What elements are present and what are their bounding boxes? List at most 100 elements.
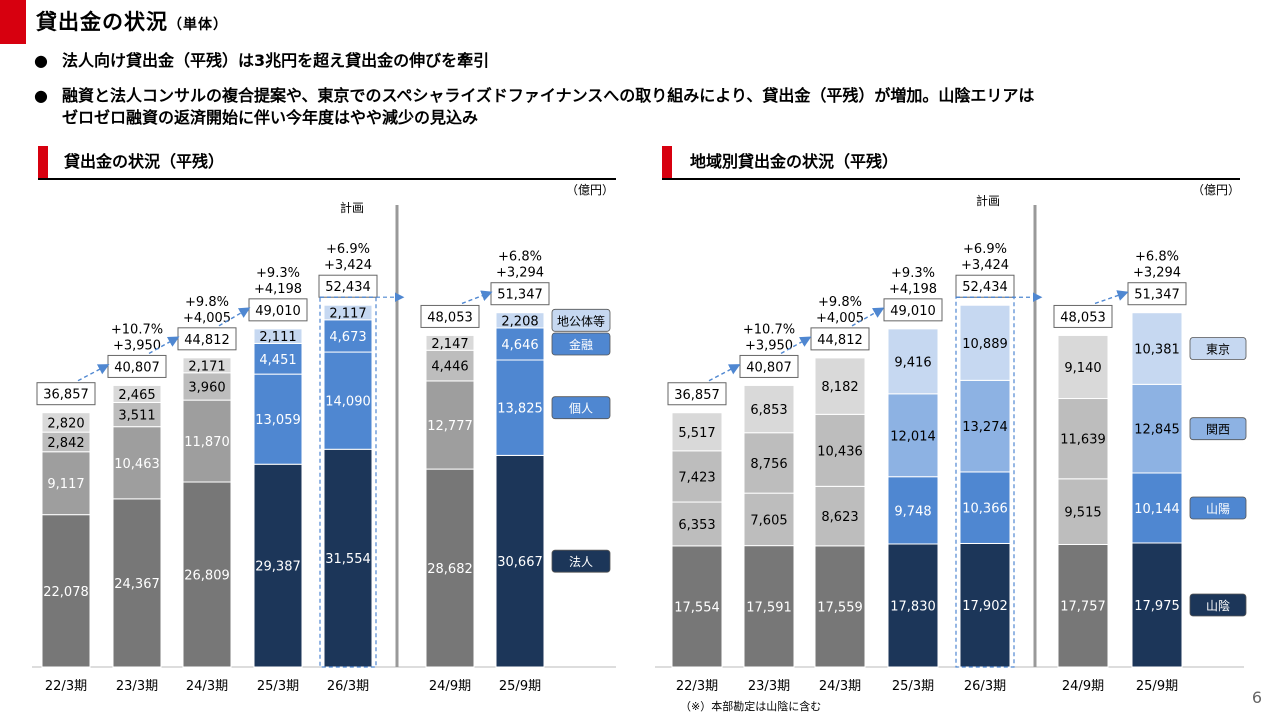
right-total-box: [667, 382, 727, 406]
left-growth-arrow: [218, 307, 251, 327]
left-bar-個人-25/3期: [253, 373, 303, 465]
right-growth-abs: +3,950: [745, 338, 793, 353]
right-growth-pct: +9.3%: [891, 266, 935, 281]
right-bar-東京-26/3期: [959, 304, 1011, 381]
right-legend-label: 関西: [1206, 423, 1230, 437]
right-growth-pct: +9.8%: [818, 295, 862, 310]
left-growth-abs: +4,198: [254, 282, 302, 297]
right-growth-pct: +10.7%: [743, 322, 795, 337]
left-bar-個人-24/9期: [425, 380, 475, 470]
right-value-label: 17,975: [1134, 599, 1180, 614]
right-value-label: 9,748: [894, 504, 931, 519]
right-growth-abs: +4,198: [889, 282, 937, 297]
left-value-label: 2,842: [47, 436, 84, 451]
left-value-label: 14,090: [325, 395, 371, 410]
left-total-label: 36,857: [43, 388, 89, 403]
left-growth-abs: +4,005: [183, 311, 231, 326]
left-value-label: 30,667: [497, 555, 543, 570]
left-growth-arrow: [461, 290, 493, 305]
left-growth-arrow: [77, 364, 110, 382]
left-plan-label: 計画: [340, 200, 364, 215]
right-bar-関西-24/3期: [814, 413, 866, 487]
right-bar-山陽-23/3期: [743, 492, 795, 547]
left-bar-地公体等-24/3期: [182, 357, 232, 374]
left-legend-label: 法人: [569, 555, 593, 569]
right-value-label: 12,014: [890, 429, 936, 444]
left-value-label: 26,809: [184, 569, 230, 584]
left-bar-金融-24/9期: [425, 349, 475, 382]
left-bar-法人-22/3期: [41, 514, 91, 668]
right-value-label: 11,639: [1060, 433, 1106, 448]
left-bar-金融-25/9期: [495, 327, 545, 361]
left-legend-label: 地公体等: [557, 314, 605, 328]
left-value-label: 4,673: [329, 330, 366, 345]
right-growth-arrow: [1094, 290, 1129, 305]
right-bar-東京-24/3期: [814, 357, 866, 415]
left-growth-abs: +3,294: [496, 266, 544, 281]
left-category-label: 22/3期: [45, 679, 87, 694]
right-value-label: 10,436: [817, 444, 863, 459]
left-category-label: 24/3期: [186, 679, 228, 694]
left-legend-地公体等: [551, 308, 611, 332]
right-value-label: 12,845: [1134, 423, 1180, 438]
left-value-label: 31,554: [325, 552, 371, 567]
right-growth-abs: +4,005: [816, 311, 864, 326]
right-category-label: 22/3期: [676, 679, 718, 694]
right-value-label: 10,381: [1134, 343, 1180, 358]
right-growth-abs: +3,294: [1133, 266, 1181, 281]
right-category-label: 25/3期: [892, 679, 934, 694]
left-bar-地公体等-24/9期: [425, 334, 475, 351]
left-bar-金融-26/3期: [323, 319, 373, 353]
right-value-label: 8,623: [821, 510, 858, 525]
right-growth-arrow: [851, 307, 885, 327]
bullet-2-text-cont: ゼロゼロ融資の返済開始に伴い今年度はやや減少の見込み: [62, 108, 479, 127]
left-legend-label: 個人: [569, 402, 593, 416]
right-bar-山陰-26/3期: [959, 542, 1011, 668]
right-bar-東京-24/9期: [1057, 334, 1109, 400]
right-value-label: 6,353: [678, 518, 715, 533]
left-total-label: 49,010: [255, 304, 301, 319]
right-category-label: 23/3期: [748, 679, 790, 694]
left-value-label: 24,367: [114, 577, 160, 592]
left-value-label: 2,208: [501, 314, 538, 329]
section-mark-left: [38, 146, 48, 180]
right-bar-東京-25/3期: [887, 328, 939, 395]
left-value-label: 2,820: [47, 416, 84, 431]
left-category-label: 24/9期: [429, 679, 471, 694]
left-total-label: 51,347: [497, 288, 543, 303]
right-total-label: 44,812: [817, 333, 863, 348]
right-section-rule: [662, 178, 1240, 180]
bullet-1-text: 法人向け貸出金（平残）は3兆円を超え貸出金の伸びを牽引: [62, 51, 490, 70]
left-bar-法人-25/9期: [495, 454, 545, 668]
left-growth-abs: +3,424: [324, 258, 372, 273]
left-bar-個人-24/3期: [182, 399, 232, 483]
bullet-2-text: 融資と法人コンサルの複合提案や、東京でのスペシャライズドファイナンスへの取り組み…: [62, 86, 1035, 105]
page-number: 6: [1251, 688, 1262, 707]
right-total-label: 49,010: [890, 304, 936, 319]
right-bar-山陰-23/3期: [743, 545, 795, 668]
right-value-label: 17,554: [674, 600, 720, 615]
left-bar-個人-26/3期: [323, 351, 373, 450]
left-total-box: [420, 304, 480, 328]
left-bar-地公体等-26/3期: [323, 304, 373, 321]
right-bar-山陽-24/9期: [1057, 478, 1109, 545]
page-title-main: 貸出金の状況: [36, 10, 168, 34]
left-bar-金融-24/3期: [182, 372, 232, 401]
left-value-label: 13,825: [497, 402, 543, 417]
right-category-label: 26/3期: [964, 679, 1006, 694]
left-total-label: 40,807: [114, 360, 160, 375]
bullet-1: ● 法人向け貸出金（平残）は3兆円を超え貸出金の伸びを牽引: [34, 50, 489, 72]
right-value-label: 9,416: [894, 355, 931, 370]
left-value-label: 29,387: [255, 560, 301, 575]
page-title-sub: （単体）: [168, 17, 228, 33]
left-legend-個人: [551, 396, 611, 420]
left-value-label: 28,682: [427, 562, 473, 577]
left-value-label: 4,446: [431, 360, 468, 375]
right-total-label: 51,347: [1134, 288, 1180, 303]
right-bar-関西-22/3期: [671, 450, 723, 503]
title-accent-bar: [0, 0, 26, 44]
left-bar-法人-24/9期: [425, 468, 475, 668]
right-bar-東京-22/3期: [671, 412, 723, 452]
right-total-label: 40,807: [746, 360, 792, 375]
left-growth-arrow: [148, 336, 180, 355]
